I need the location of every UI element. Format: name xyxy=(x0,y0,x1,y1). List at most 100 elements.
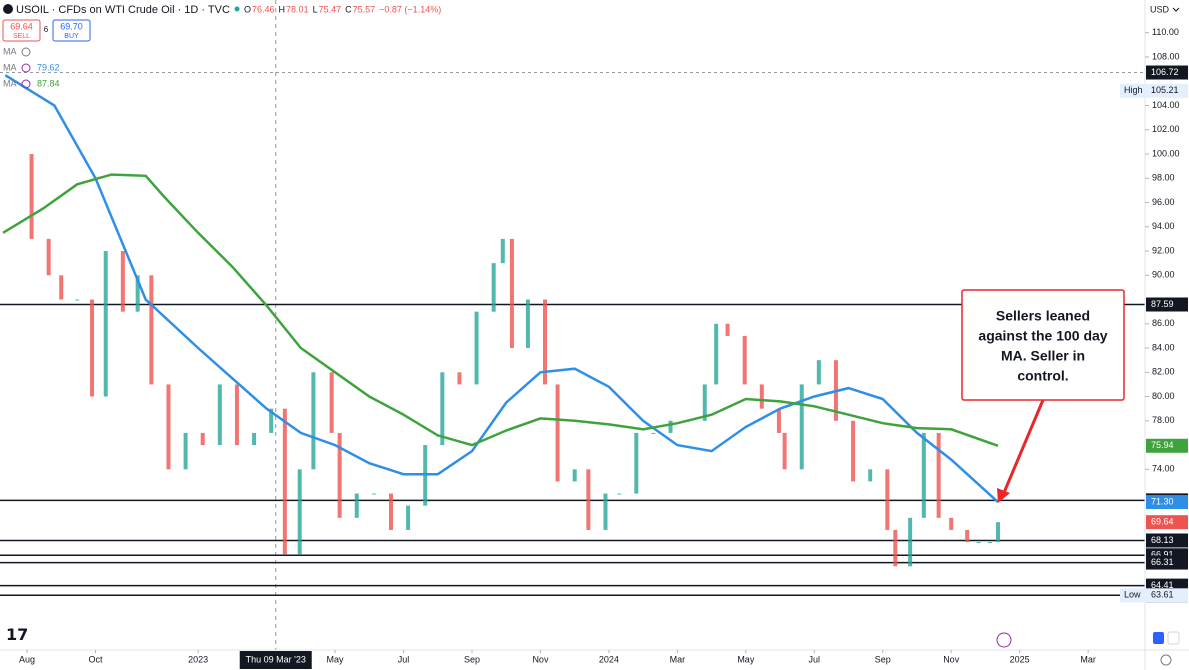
log-scale[interactable] xyxy=(1167,631,1180,645)
price-candle xyxy=(354,493,359,518)
price-candle xyxy=(885,469,890,530)
price-label-box xyxy=(1146,438,1188,453)
price-candle xyxy=(269,408,274,433)
legend: MA MA 79.62 MA 87.84 xyxy=(3,46,60,89)
events-icon[interactable] xyxy=(996,632,1012,648)
price-candle xyxy=(59,275,64,300)
price-candle xyxy=(851,420,856,482)
price-tag: High xyxy=(1124,85,1143,95)
price-candle xyxy=(782,432,787,470)
legend-value: 79.62 xyxy=(37,62,60,72)
moving-average xyxy=(4,74,999,504)
x-tick-label: Nov xyxy=(943,654,960,664)
price-candle xyxy=(603,493,608,530)
legend-icon xyxy=(21,63,31,73)
price-candle xyxy=(816,360,821,385)
x-tick-label: Sep xyxy=(875,654,891,664)
buy-price[interactable]: 69.70 xyxy=(60,21,83,31)
price-tag-box xyxy=(1120,588,1188,603)
y-tick-label: 80.00 xyxy=(1152,391,1175,401)
legend-name: MA xyxy=(3,46,17,56)
price-candle xyxy=(371,493,376,495)
x-tick-label: Aug xyxy=(19,654,35,664)
ohlc-key: C xyxy=(345,4,352,14)
y-tick-label: 82.00 xyxy=(1152,367,1175,377)
legend-icon xyxy=(21,79,31,89)
sell-button[interactable] xyxy=(2,19,41,42)
x-tick-label: Oct xyxy=(88,654,103,664)
price-candle xyxy=(90,299,95,397)
currency[interactable]: USD xyxy=(1150,4,1170,14)
price-candle xyxy=(776,408,781,433)
y-tick-label: 90.00 xyxy=(1152,270,1175,280)
y-tick-label: 108.00 xyxy=(1152,51,1180,61)
price-candle xyxy=(491,263,496,312)
y-tick-label: 92.00 xyxy=(1152,245,1175,255)
logo: 𝟭𝟳 xyxy=(6,627,28,644)
ohlc-key: L xyxy=(313,4,318,14)
price-label: 87.59 xyxy=(1151,299,1174,309)
price-candle xyxy=(217,384,222,446)
settings-icon[interactable] xyxy=(1160,654,1172,666)
price-label-box xyxy=(1146,65,1188,80)
price-candle xyxy=(474,311,479,385)
ohlc-change: −0.87 (−1.14%) xyxy=(379,4,441,14)
price-label-box xyxy=(1146,495,1188,510)
ohlc-value: 75.47 xyxy=(319,4,342,14)
price-candle xyxy=(617,493,622,495)
price-candle xyxy=(388,493,393,530)
annotation-line: control. xyxy=(1017,368,1068,384)
price-candle xyxy=(406,505,411,530)
price-candle xyxy=(965,529,970,543)
price-candle xyxy=(555,384,560,482)
ohlc-value: 78.01 xyxy=(286,4,309,14)
toolbar: 𝟭𝟳 xyxy=(6,627,1180,666)
price-label-box xyxy=(1146,297,1188,312)
price-candle xyxy=(252,432,257,446)
price-candle xyxy=(893,529,898,567)
header: USOIL · CFDs on WTI Crude Oil · 1D · TVC… xyxy=(2,4,1180,42)
x-tick-label: Jul xyxy=(398,654,410,664)
x-tick-label: Mar xyxy=(670,654,686,664)
ohlc-value: 75.57 xyxy=(353,4,376,14)
symbol-icon xyxy=(3,4,13,14)
annotation-line: Sellers leaned xyxy=(996,308,1090,324)
price-label: 66.31 xyxy=(1151,557,1174,567)
buy-button[interactable] xyxy=(52,19,91,42)
price-label: 64.41 xyxy=(1151,580,1174,590)
buy-label[interactable]: BUY xyxy=(64,33,79,40)
annotation-text: Sellers leaned against the 100 day MA. Sel… xyxy=(978,308,1107,384)
price-candle xyxy=(949,517,954,530)
annotation-line: MA. Seller in xyxy=(1001,348,1085,364)
x-tick-label: 2023 xyxy=(188,654,208,664)
annotation: Sellers leaned against the 100 day MA. Sel… xyxy=(961,289,1125,503)
price-candle xyxy=(995,522,1000,543)
sell-label[interactable]: SELL xyxy=(13,33,30,40)
price-candle xyxy=(543,299,548,385)
y-tick-label: 94.00 xyxy=(1152,221,1175,231)
price-label: 66.91 xyxy=(1151,550,1174,560)
price-candle xyxy=(282,408,287,555)
ohlc: O 76.46 H 78.01 L 75.47 C 75.57 −0.87 (−1.14%) xyxy=(244,4,441,14)
y-tick-label: 96.00 xyxy=(1152,197,1175,207)
price-label: 63.61 xyxy=(1151,590,1174,600)
price-candle xyxy=(183,432,188,470)
y-tick-label: 86.00 xyxy=(1152,318,1175,328)
x-tick-label: May xyxy=(327,654,345,664)
sell-price[interactable]: 69.64 xyxy=(10,21,33,31)
x-tick-label: Jul xyxy=(809,654,821,664)
price-candle xyxy=(297,469,302,555)
price-candle xyxy=(725,323,730,336)
price-candle xyxy=(714,323,719,385)
price-candle xyxy=(149,275,154,385)
y-tick-label: 84.00 xyxy=(1152,342,1175,352)
price-candle xyxy=(668,420,673,433)
price-candle xyxy=(976,542,981,544)
annotation-arrow xyxy=(1001,399,1045,496)
price-candle xyxy=(525,299,530,349)
price-label: 69.64 xyxy=(1151,517,1174,527)
price-candle xyxy=(509,238,514,349)
auto-scale[interactable] xyxy=(1153,632,1164,644)
price-candle xyxy=(586,469,591,530)
